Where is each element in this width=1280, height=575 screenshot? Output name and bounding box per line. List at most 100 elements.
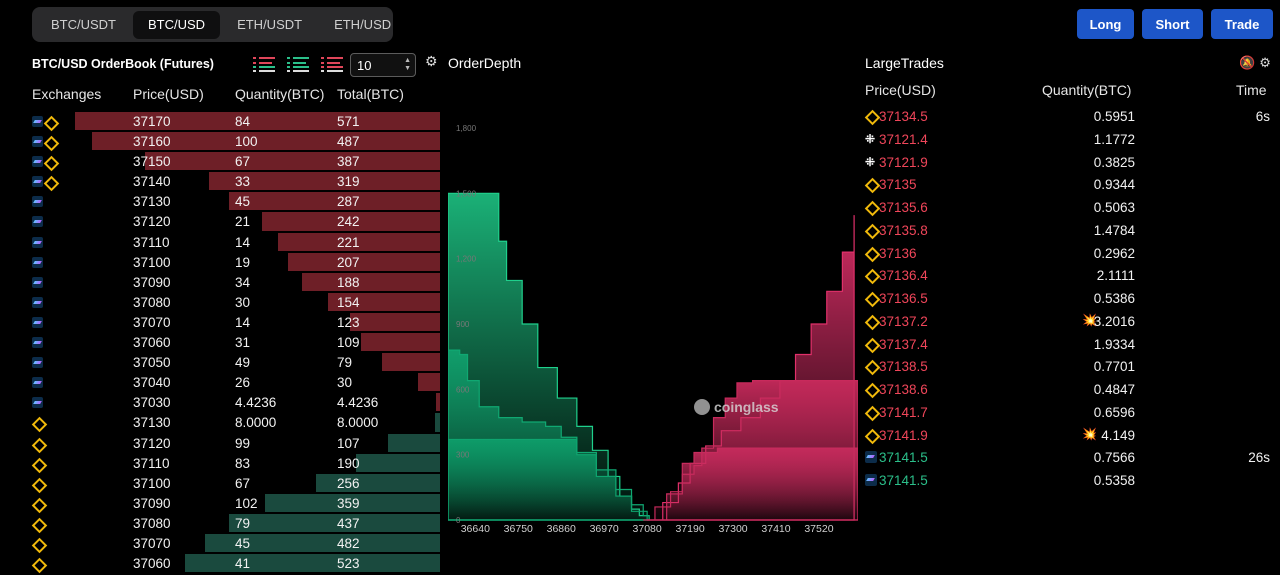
tab-eth-usdt[interactable]: ETH/USDT xyxy=(237,17,303,32)
large-trade-row[interactable]: 37141.9 💥 4.149 xyxy=(865,425,1275,448)
lt-col-price: Price(USD) xyxy=(865,82,936,98)
order-depth-chart: 0 300 600 900 1,200 1,500 1,800 36640 36750 36860… xyxy=(448,124,858,535)
exchange-logos xyxy=(32,337,43,349)
trade-quantity: 4.149 xyxy=(1101,427,1135,443)
ask-depth-bar xyxy=(278,232,440,251)
orderbook-price: 37130 xyxy=(133,415,171,431)
view-bids-icon[interactable] xyxy=(285,55,311,73)
large-trade-row[interactable]: 37141.5 0.7566 26s xyxy=(865,447,1275,470)
ask-depth-bar xyxy=(145,152,440,171)
binance-logo-icon xyxy=(865,383,877,395)
orderbook-ask-row[interactable]: 37060 31 109 xyxy=(0,332,440,352)
ftx-logo-icon xyxy=(32,256,43,268)
trade-quantity: 3.2016 xyxy=(1093,313,1135,329)
x-tick-label: 37410 xyxy=(761,523,790,535)
orderbook-price: 37110 xyxy=(133,455,170,471)
exchange-logos xyxy=(32,397,43,409)
large-trade-row[interactable]: ⁜ 37121.4 1.1772 xyxy=(865,129,1275,152)
depth-level-select[interactable]: 10 ▲ ▼ xyxy=(350,53,416,77)
orderbook-bid-row[interactable]: 37110 83 190 xyxy=(0,453,440,473)
orderbook-price: 37100 xyxy=(133,475,171,491)
view-asks-icon[interactable] xyxy=(319,55,345,73)
orderbook-qty: 34 xyxy=(235,274,251,290)
orderbook-ask-row[interactable]: 37170 84 571 xyxy=(0,111,440,131)
orderbook-bid-row[interactable]: 37060 41 523 xyxy=(0,553,440,573)
orderbook-bid-row[interactable]: 37130 8.0000 8.0000 xyxy=(0,412,440,432)
orderbook-total: 287 xyxy=(337,194,360,210)
large-trade-row[interactable]: 37136 0.2962 xyxy=(865,243,1275,266)
orderbook-qty: 26 xyxy=(235,375,251,391)
binance-logo-icon xyxy=(44,136,55,147)
orderbook-ask-row[interactable]: 37110 14 221 xyxy=(0,232,440,252)
exchange-logos xyxy=(32,176,68,188)
binance-logo-icon xyxy=(44,176,55,187)
orderbook-qty: 21 xyxy=(235,214,251,230)
large-trade-row[interactable]: 37137.4 1.9334 xyxy=(865,334,1275,357)
large-trades-gear-icon[interactable]: ⚙ xyxy=(1259,55,1271,70)
trade-price: 37135.6 xyxy=(879,200,928,215)
orderbook-ask-row[interactable]: 37040 26 30 xyxy=(0,372,440,392)
ask-depth-bar xyxy=(436,393,440,412)
tab-btc-usd[interactable]: BTC/USD xyxy=(133,10,221,39)
large-trade-row[interactable]: 37134.5 0.5951 6s xyxy=(865,106,1275,129)
tab-btc-usdt[interactable]: BTC/USDT xyxy=(51,17,116,32)
binance-logo-icon xyxy=(865,360,877,372)
okx-logo-icon: ⁜ xyxy=(865,131,876,146)
exchange-logos xyxy=(32,417,56,428)
large-trade-row[interactable]: ⁜ 37121.9 0.3825 xyxy=(865,152,1275,175)
view-both-icon[interactable] xyxy=(251,55,277,73)
y-tick-label: 1,200 xyxy=(456,255,477,264)
orderbook-ask-row[interactable]: 37030 4.4236 4.4236 xyxy=(0,392,440,412)
binance-logo-icon xyxy=(865,406,877,418)
trade-price: 37135.8 xyxy=(879,222,928,238)
orderbook-ask-row[interactable]: 37160 100 487 xyxy=(0,131,440,151)
large-trade-row[interactable]: 37135.6 0.5063 xyxy=(865,197,1275,220)
orderbook-bid-row[interactable]: 37120 99 107 xyxy=(0,433,440,453)
orderbook-price: 37150 xyxy=(133,154,171,170)
orderbook-ask-row[interactable]: 37100 19 207 xyxy=(0,252,440,272)
orderbook-ask-row[interactable]: 37120 21 242 xyxy=(0,211,440,231)
ask-depth-bar xyxy=(74,112,440,131)
trade-quantity: 0.7566 xyxy=(1093,450,1135,466)
orderbook-bid-row[interactable]: 37080 79 437 xyxy=(0,513,440,533)
large-trade-row[interactable]: 37136.5 0.5386 xyxy=(865,288,1275,311)
orderbook-ask-row[interactable]: 37130 45 287 xyxy=(0,191,440,211)
large-trade-row[interactable]: 37137.2 💥 3.2016 xyxy=(865,311,1275,334)
orderbook-ask-row[interactable]: 37070 14 123 xyxy=(0,312,440,332)
exchange-logos xyxy=(32,438,56,449)
stepper-arrows-icon[interactable]: ▲ ▼ xyxy=(404,57,411,72)
orderbook-bid-row[interactable]: 37070 45 482 xyxy=(0,533,440,553)
large-trade-row[interactable]: 37141.5 0.5358 xyxy=(865,470,1275,493)
orderbook-ask-row[interactable]: 37090 34 188 xyxy=(0,272,440,292)
tab-eth-usd[interactable]: ETH/USD xyxy=(334,17,392,32)
short-button[interactable]: Short xyxy=(1142,9,1203,39)
large-trade-row[interactable]: 37136.4 2.1111 xyxy=(865,265,1275,288)
whale-burst-icon: 💥 xyxy=(1082,312,1097,327)
large-trade-row[interactable]: 37138.6 0.4847 xyxy=(865,379,1275,402)
orderbook-price: 37080 xyxy=(133,294,171,310)
orderbook-price: 37130 xyxy=(133,194,171,210)
large-trade-row[interactable]: 37138.5 0.7701 xyxy=(865,356,1275,379)
ftx-logo-icon xyxy=(865,451,877,464)
orderbook-bid-row[interactable]: 37100 67 256 xyxy=(0,473,440,493)
orderbook-ask-row[interactable]: 37080 30 154 xyxy=(0,292,440,312)
orderbook-ask-row[interactable]: 37050 49 79 xyxy=(0,352,440,372)
orderbook-qty: 84 xyxy=(235,114,251,129)
col-price: Price(USD) xyxy=(133,86,204,102)
depth-settings-gear-icon[interactable]: ⚙ xyxy=(425,53,438,69)
trade-button[interactable]: Trade xyxy=(1211,9,1273,39)
orderbook-ask-row[interactable]: 37150 67 387 xyxy=(0,151,440,171)
trade-quantity: 1.4784 xyxy=(1093,222,1135,238)
ask-depth-bar xyxy=(418,373,440,392)
orderbook-bid-row[interactable]: 37090 102 359 xyxy=(0,493,440,513)
large-trade-row[interactable]: 37141.7 0.6596 xyxy=(865,402,1275,425)
orderbook-price: 37090 xyxy=(133,274,171,290)
large-trade-row[interactable]: 37135 0.9344 xyxy=(865,174,1275,197)
ask-depth-bar xyxy=(349,312,440,332)
bell-off-icon[interactable]: 🔕 xyxy=(1239,55,1256,70)
orderbook-ask-row[interactable]: 37140 33 319 xyxy=(0,171,440,191)
orderbook-price: 37120 xyxy=(133,214,171,230)
long-button[interactable]: Long xyxy=(1077,9,1134,39)
exchange-logos xyxy=(32,136,68,148)
large-trade-row[interactable]: 37135.8 1.4784 xyxy=(865,220,1275,243)
